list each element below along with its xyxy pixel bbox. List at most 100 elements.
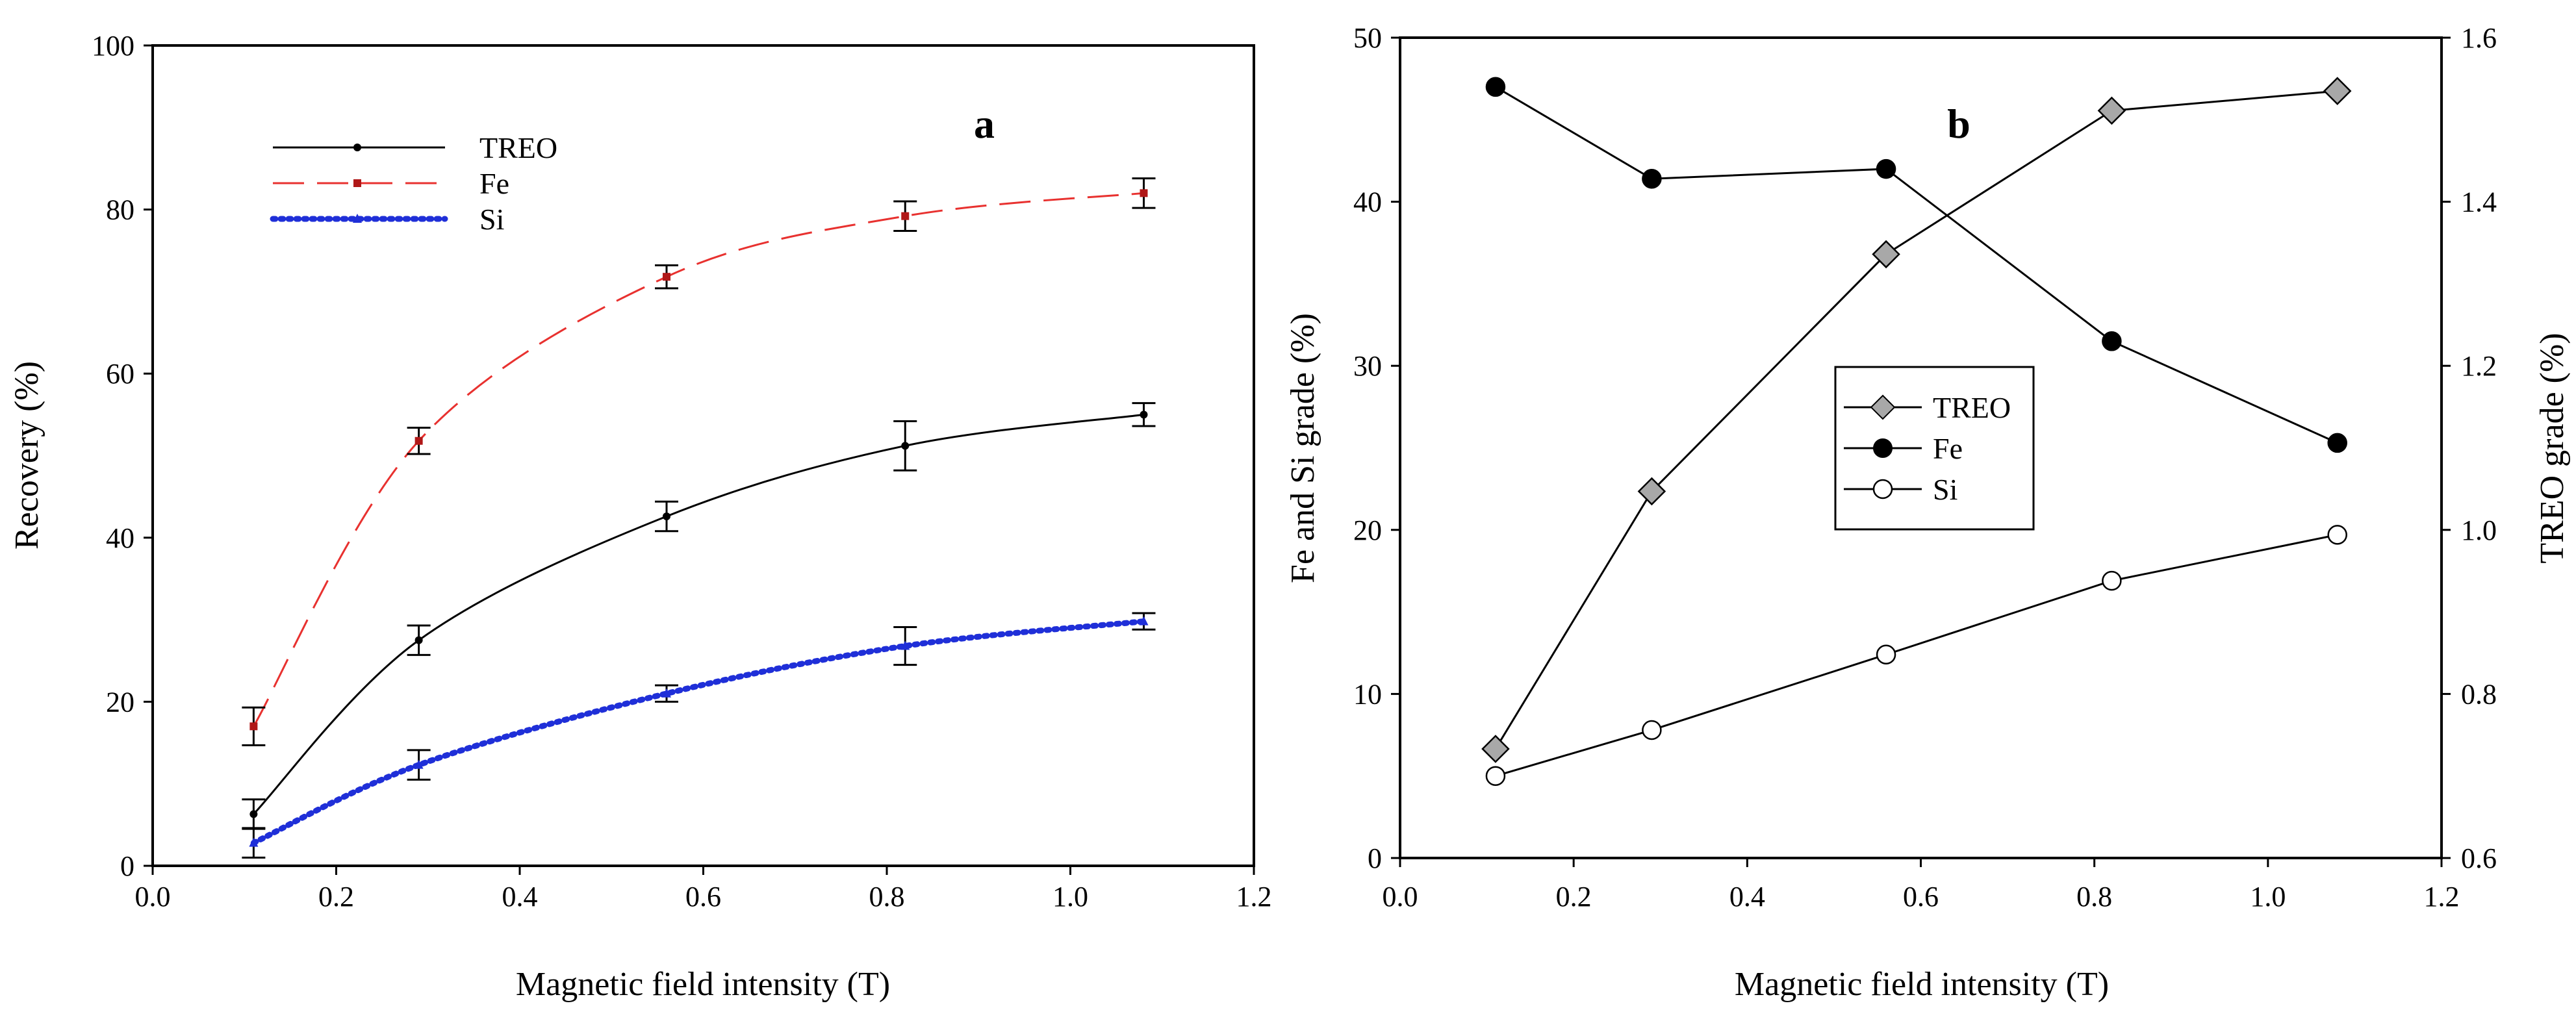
panel-a-y-axis-label: Recovery (%)	[8, 361, 45, 549]
panel-b-legend: TREO Fe Si	[1834, 366, 2035, 531]
a-y-tick-label: 20	[106, 686, 134, 718]
b-y-tick-label: 20	[1353, 514, 1382, 546]
b-right-y-tick-label: 0.6	[2461, 842, 2497, 874]
data-point	[249, 722, 258, 731]
series-a-treo	[242, 402, 1156, 830]
legend-a-fe-label: Fe	[479, 167, 509, 200]
data-point	[1872, 240, 1900, 269]
legend-b-si-label: Si	[1933, 473, 1958, 506]
data-point	[663, 512, 670, 520]
a-y-tick-label: 40	[106, 522, 134, 554]
a-y-tick-label: 60	[106, 358, 134, 390]
panel-a-recovery-chart: 0.0 0.2 0.4 0.6 0.8 1.0 1.2 0 20 40 60 80 100 a Magn…	[8, 30, 1272, 1003]
legend-a-si-label: Si	[479, 203, 504, 236]
series-a-line	[253, 413, 1144, 815]
panel-a-x-axis-label: Magnetic field intensity (T)	[516, 966, 890, 1003]
data-point	[663, 273, 670, 281]
b-right-y-tick-label: 1.0	[2461, 514, 2497, 546]
b-right-y-tick-label: 0.8	[2461, 678, 2497, 710]
legend-b-treo-label: TREO	[1933, 391, 2011, 424]
legend-b-si: Si	[1844, 473, 1958, 506]
series-b-fe	[1485, 77, 2347, 453]
data-point	[900, 640, 910, 650]
b-y-tick-label: 30	[1353, 350, 1382, 382]
data-point	[1876, 644, 1896, 665]
data-point	[901, 212, 910, 220]
b-x-tick-label: 0.6	[1903, 881, 1939, 913]
series-a-si	[242, 612, 1156, 859]
series-a-line	[250, 618, 1147, 846]
b-x-tick-label: 0.2	[1556, 881, 1592, 913]
data-point	[1139, 616, 1149, 625]
b-x-tick-label: 1.2	[2424, 881, 2460, 913]
series-a-fe	[242, 177, 1156, 746]
panel-b-x-axis-label: Magnetic field intensity (T)	[1735, 966, 2109, 1003]
data-point	[901, 442, 910, 450]
panel-a-letter: a	[974, 101, 995, 147]
b-y-tick-label: 0	[1368, 842, 1382, 874]
data-point	[2102, 331, 2122, 351]
data-point	[1485, 77, 1506, 97]
data-point	[414, 759, 424, 769]
b-y-tick-label: 40	[1353, 186, 1382, 218]
data-point	[414, 636, 423, 644]
b-x-tick-label: 1.0	[2250, 881, 2286, 913]
series-a-line	[253, 192, 1144, 727]
legend-a-treo: TREO	[273, 131, 557, 164]
series-b-line	[1495, 533, 2338, 777]
a-x-tick-label: 1.0	[1052, 881, 1088, 913]
panel-a-legend: TREO Fe Si	[270, 131, 557, 236]
legend-a-treo-label: TREO	[479, 131, 557, 164]
panel-b-letter: b	[1947, 101, 1970, 147]
a-x-tick-label: 0.4	[502, 881, 538, 913]
b-y-tick-label: 10	[1353, 678, 1382, 710]
legend-b-fe-label: Fe	[1933, 432, 1963, 465]
a-x-tick-label: 0.2	[318, 881, 354, 913]
data-point	[1140, 410, 1148, 419]
data-point	[249, 837, 259, 847]
b-right-y-tick-label: 1.4	[2461, 186, 2497, 218]
data-point	[249, 810, 258, 818]
a-x-tick-label: 1.2	[1236, 881, 1272, 913]
panel-a-ticks: 0.0 0.2 0.4 0.6 0.8 1.0 1.2 0 20 40 60 80 100	[92, 30, 1272, 913]
b-x-tick-label: 0.8	[2076, 881, 2112, 913]
series-b-treo	[1481, 77, 2352, 763]
b-y-tick-label: 50	[1353, 22, 1382, 54]
legend-b-fe: Fe	[1844, 432, 1963, 465]
series-b-si	[1485, 525, 2347, 786]
a-y-tick-label: 100	[92, 30, 134, 62]
panel-b-grade-chart: 0.0 0.2 0.4 0.6 0.8 1.0 1.2 0 10 20 30 40 50 0.6 0.8 1.…	[1284, 22, 2571, 1003]
legend-a-si: Si	[270, 203, 504, 236]
legend-a-fe: Fe	[273, 167, 509, 200]
data-point	[1140, 189, 1148, 197]
data-point	[1481, 735, 1510, 763]
b-x-tick-label: 0.0	[1383, 881, 1418, 913]
a-x-tick-label: 0.0	[135, 881, 171, 913]
panel-b-y-axis-label: Fe and Si grade (%)	[1284, 313, 1321, 583]
panel-b-ticks: 0.0 0.2 0.4 0.6 0.8 1.0 1.2 0 10 20 30 40 50 0.6 0.8 1.…	[1353, 22, 2497, 913]
data-point	[1485, 766, 1506, 786]
b-x-tick-label: 0.4	[1729, 881, 1765, 913]
data-point	[1637, 477, 1666, 506]
data-point	[2323, 77, 2352, 105]
a-y-tick-label: 0	[120, 850, 134, 882]
data-point	[414, 436, 423, 445]
data-point	[2102, 570, 2122, 591]
b-right-y-tick-label: 1.2	[2461, 350, 2497, 382]
a-y-tick-label: 80	[106, 194, 134, 226]
data-point	[1876, 158, 1896, 179]
data-point	[2097, 96, 2126, 125]
data-point	[2327, 525, 2347, 545]
data-point	[662, 688, 671, 698]
b-right-y-tick-label: 1.6	[2461, 22, 2497, 54]
panel-b-right-y-axis-label: TREO grade (%)	[2534, 333, 2571, 563]
panel-a-series	[242, 177, 1156, 859]
data-point	[1642, 720, 1662, 740]
panel-a-plot-frame	[151, 44, 1255, 867]
a-x-tick-label: 0.6	[685, 881, 721, 913]
legend-b-treo: TREO	[1844, 391, 2011, 424]
a-x-tick-label: 0.8	[869, 881, 905, 913]
data-point	[1642, 168, 1662, 189]
panel-b-series	[1481, 77, 2352, 786]
